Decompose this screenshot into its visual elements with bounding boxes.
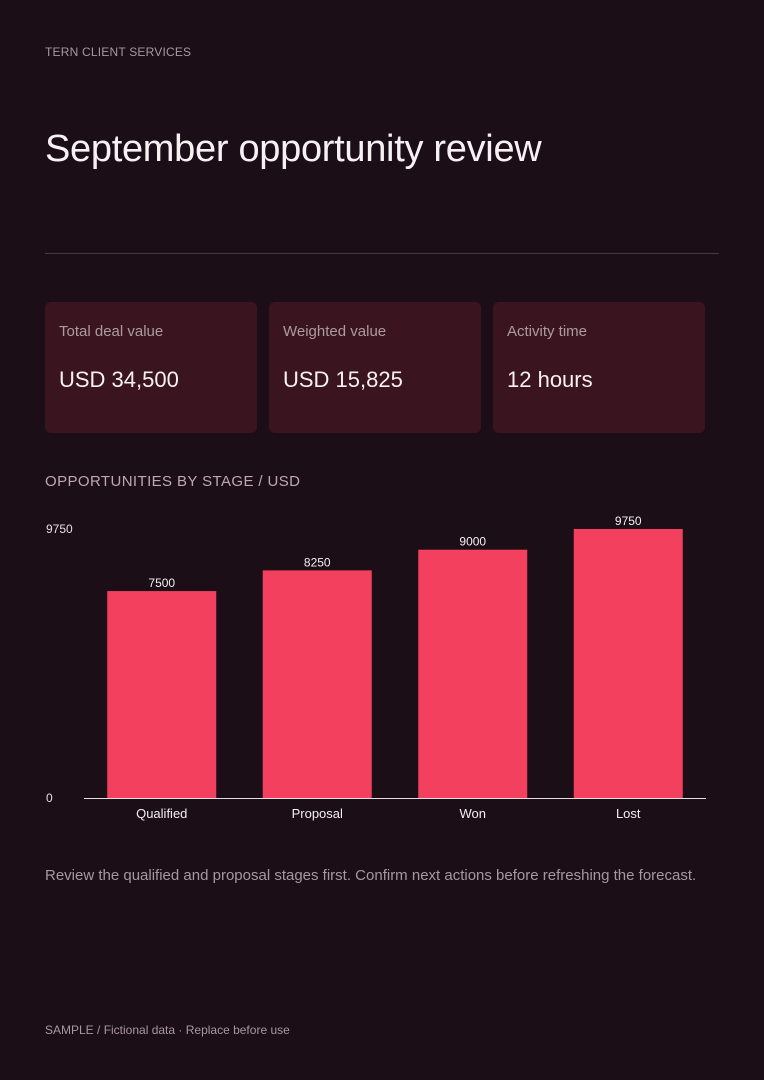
- page-title: September opportunity review: [45, 128, 542, 170]
- bar-qualified: [107, 591, 217, 798]
- y-tick-label: 9750: [46, 522, 73, 536]
- data-label: 9750: [615, 514, 642, 528]
- x-tick-label: Lost: [616, 806, 641, 821]
- x-tick-label: Qualified: [136, 806, 187, 821]
- kpi-value: USD 15,825: [283, 367, 403, 392]
- kpi-label: Total deal value: [59, 323, 164, 340]
- kpi-card-activity-time: Activity time 12 hours: [493, 302, 705, 433]
- eyebrow-label: TERN CLIENT SERVICES: [45, 45, 192, 59]
- kpi-label: Weighted value: [283, 323, 387, 340]
- bar-lost: [573, 529, 683, 798]
- title-divider: [45, 253, 719, 254]
- kpi-card-weighted-value: Weighted value USD 15,825: [269, 302, 481, 433]
- kpi-value: 12 hours: [507, 367, 593, 392]
- x-tick-label: Proposal: [292, 806, 343, 821]
- footer-text: SAMPLE / Fictional data · Replace before…: [45, 1023, 290, 1037]
- y-tick-label: 0: [46, 791, 53, 805]
- kpi-card-total-deal-value: Total deal value USD 34,500: [45, 302, 257, 433]
- bar-proposal: [262, 570, 372, 798]
- chart-title: OPPORTUNITIES BY STAGE / USD: [45, 473, 301, 490]
- bar-chart: 0 9750 7500 Qualified 8250 Proposal 9000 Won 975…: [46, 514, 706, 821]
- bar-won: [418, 549, 528, 798]
- data-label: 8250: [304, 555, 331, 569]
- data-label: 7500: [148, 576, 175, 590]
- kpi-label: Activity time: [507, 323, 588, 340]
- kpi-value: USD 34,500: [59, 367, 179, 392]
- review-note: Review the qualified and proposal stages…: [45, 867, 697, 884]
- data-label: 9000: [459, 535, 486, 549]
- x-tick-label: Won: [460, 806, 487, 821]
